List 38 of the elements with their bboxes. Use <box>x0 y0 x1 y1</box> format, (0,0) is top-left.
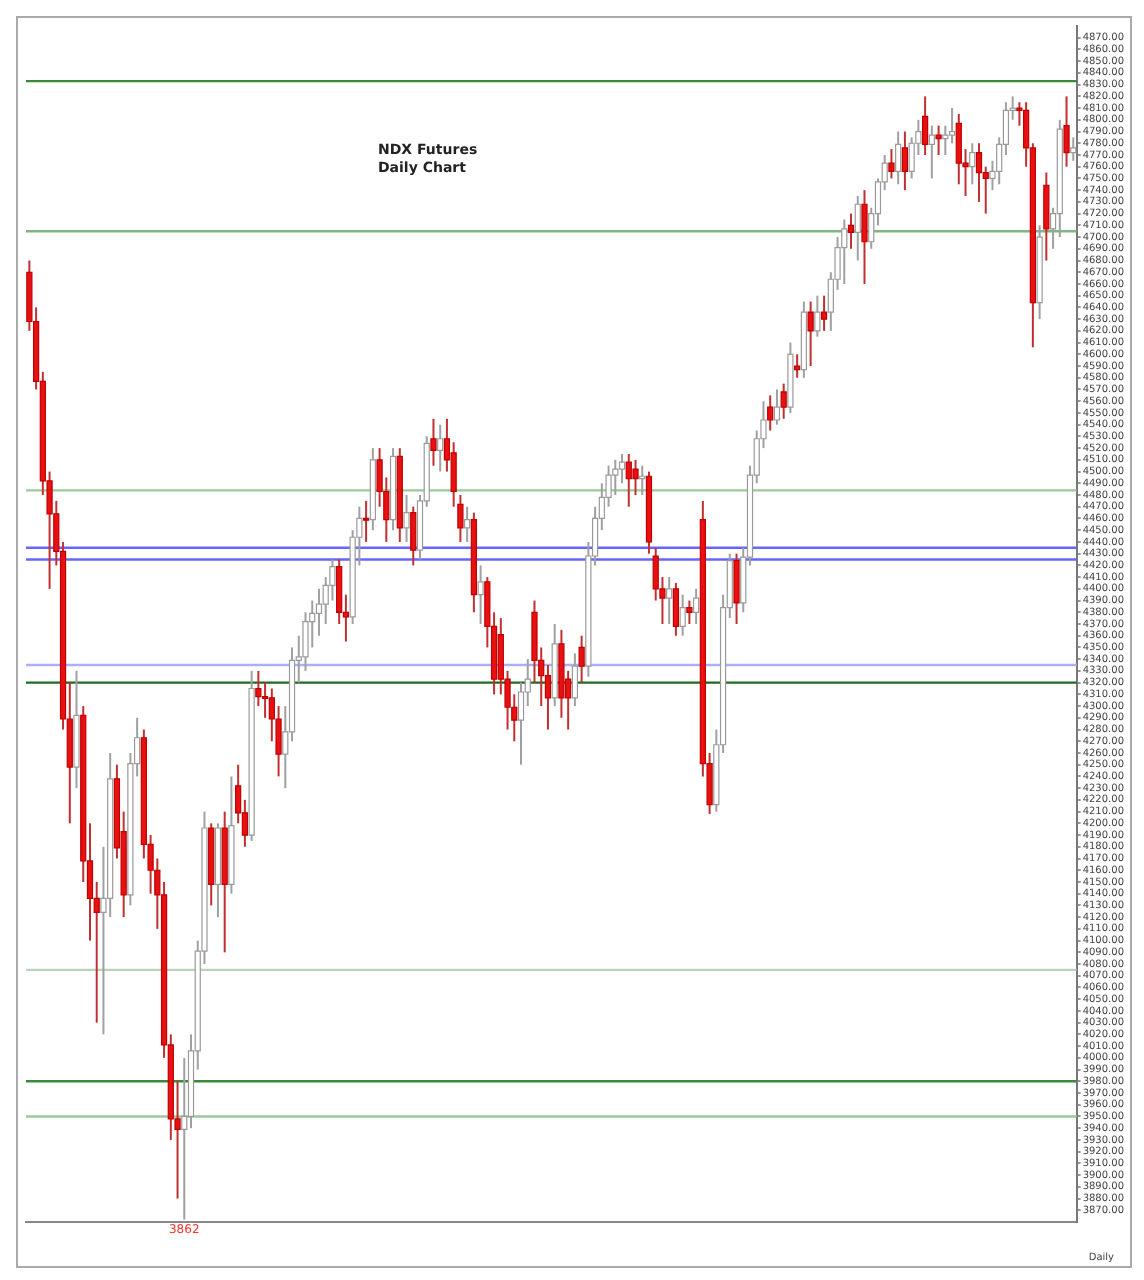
candlestick <box>632 458 639 497</box>
candlestick <box>437 423 444 473</box>
candlestick <box>921 95 929 156</box>
candlestick <box>686 599 693 625</box>
candlestick <box>841 218 848 285</box>
candlestick <box>679 593 686 637</box>
candlestick <box>807 300 814 368</box>
candlestick <box>430 417 437 467</box>
candlestick <box>410 505 417 567</box>
candlestick <box>847 212 855 250</box>
candlestick <box>1063 95 1070 168</box>
candlestick <box>901 130 909 192</box>
candlestick <box>895 130 902 186</box>
candlestick <box>820 294 828 332</box>
candlestick <box>1043 171 1050 262</box>
candlestick <box>1070 136 1077 162</box>
candlestick <box>928 124 935 180</box>
candlestick <box>969 142 976 186</box>
candlestick <box>362 499 370 543</box>
candlestick <box>814 294 821 338</box>
candlestick <box>773 388 781 426</box>
candlestick <box>854 195 861 262</box>
candlestick <box>935 124 942 156</box>
candlestick <box>403 494 410 543</box>
candlestick <box>666 576 673 625</box>
candlestick <box>794 353 801 379</box>
candlestick <box>571 652 579 708</box>
candlestick <box>625 452 632 508</box>
candlestick <box>672 581 680 637</box>
candlestick <box>693 587 700 625</box>
candlestick <box>733 552 740 625</box>
candlestick <box>767 394 774 432</box>
candlestick <box>780 382 787 420</box>
candlestick <box>578 634 585 684</box>
candlestick <box>464 505 471 543</box>
candlestick <box>861 189 868 285</box>
candlestick <box>477 564 484 625</box>
candlestick <box>888 148 895 180</box>
